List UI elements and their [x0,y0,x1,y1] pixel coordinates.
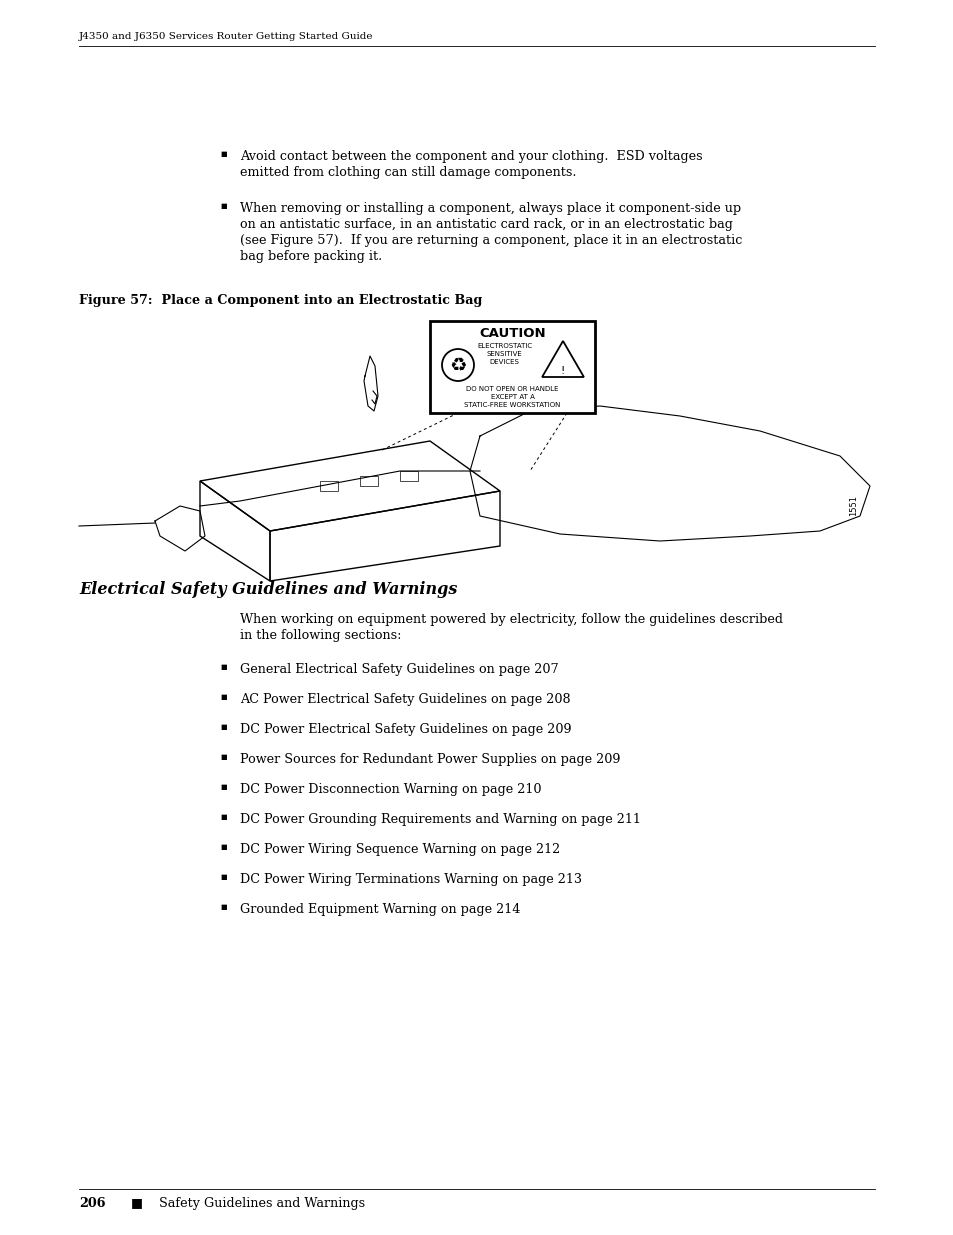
Text: DC Power Electrical Safety Guidelines on page 209: DC Power Electrical Safety Guidelines on… [240,722,571,736]
Text: ■: ■ [220,693,227,701]
Text: CAUTION: CAUTION [478,327,545,340]
Text: !: ! [560,366,564,375]
Bar [399,471,417,480]
Text: (see Figure 57).  If you are returning a component, place it in an electrostatic: (see Figure 57). If you are returning a … [240,233,741,247]
Text: DO NOT OPEN OR HANDLE: DO NOT OPEN OR HANDLE [466,387,558,391]
Text: ■: ■ [220,813,227,821]
Text: ■: ■ [220,873,227,881]
Text: ■    Safety Guidelines and Warnings: ■ Safety Guidelines and Warnings [131,1197,365,1210]
Text: ♻: ♻ [449,356,466,374]
Text: AC Power Electrical Safety Guidelines on page 208: AC Power Electrical Safety Guidelines on… [240,693,570,706]
Text: DC Power Grounding Requirements and Warning on page 211: DC Power Grounding Requirements and Warn… [240,813,640,826]
Text: Figure 57:  Place a Component into an Electrostatic Bag: Figure 57: Place a Component into an Ele… [79,294,482,308]
Text: DC Power Wiring Terminations Warning on page 213: DC Power Wiring Terminations Warning on … [240,873,581,885]
Bar [359,475,377,487]
Text: 206: 206 [79,1197,106,1210]
Text: ■: ■ [220,203,227,210]
Text: bag before packing it.: bag before packing it. [240,249,382,263]
Text: Power Sources for Redundant Power Supplies on page 209: Power Sources for Redundant Power Suppli… [240,753,619,766]
Text: General Electrical Safety Guidelines on page 207: General Electrical Safety Guidelines on … [240,663,558,676]
Text: SENSITIVE: SENSITIVE [486,351,522,357]
Text: STATIC-FREE WORKSTATION: STATIC-FREE WORKSTATION [464,403,560,408]
Text: ■: ■ [220,722,227,731]
Text: DC Power Wiring Sequence Warning on page 212: DC Power Wiring Sequence Warning on page… [240,844,559,856]
Text: DC Power Disconnection Warning on page 210: DC Power Disconnection Warning on page 2… [240,783,541,797]
Text: ■: ■ [220,844,227,851]
Text: J4350 and J6350 Services Router Getting Started Guide: J4350 and J6350 Services Router Getting … [79,32,374,41]
Bar [319,480,337,492]
Text: DEVICES: DEVICES [489,359,518,366]
Text: on an antistatic surface, in an antistatic card rack, or in an electrostatic bag: on an antistatic surface, in an antistat… [240,219,732,231]
Text: When removing or installing a component, always place it component-side up: When removing or installing a component,… [240,203,740,215]
Text: 1551: 1551 [848,495,858,516]
Text: ■: ■ [220,753,227,761]
Text: ELECTROSTATIC: ELECTROSTATIC [476,343,532,350]
Text: ■: ■ [220,903,227,911]
Text: When working on equipment powered by electricity, follow the guidelines describe: When working on equipment powered by ele… [240,613,782,626]
Text: ■: ■ [220,783,227,790]
Text: ■: ■ [220,663,227,671]
Text: EXCEPT AT A: EXCEPT AT A [490,394,534,400]
Text: emitted from clothing can still damage components.: emitted from clothing can still damage c… [240,165,576,179]
Text: Electrical Safety Guidelines and Warnings: Electrical Safety Guidelines and Warning… [79,580,456,598]
Text: ■: ■ [220,149,227,158]
Text: in the following sections:: in the following sections: [240,629,401,642]
Bar [430,321,595,412]
Text: Avoid contact between the component and your clothing.  ESD voltages: Avoid contact between the component and … [240,149,702,163]
Text: Grounded Equipment Warning on page 214: Grounded Equipment Warning on page 214 [240,903,519,916]
